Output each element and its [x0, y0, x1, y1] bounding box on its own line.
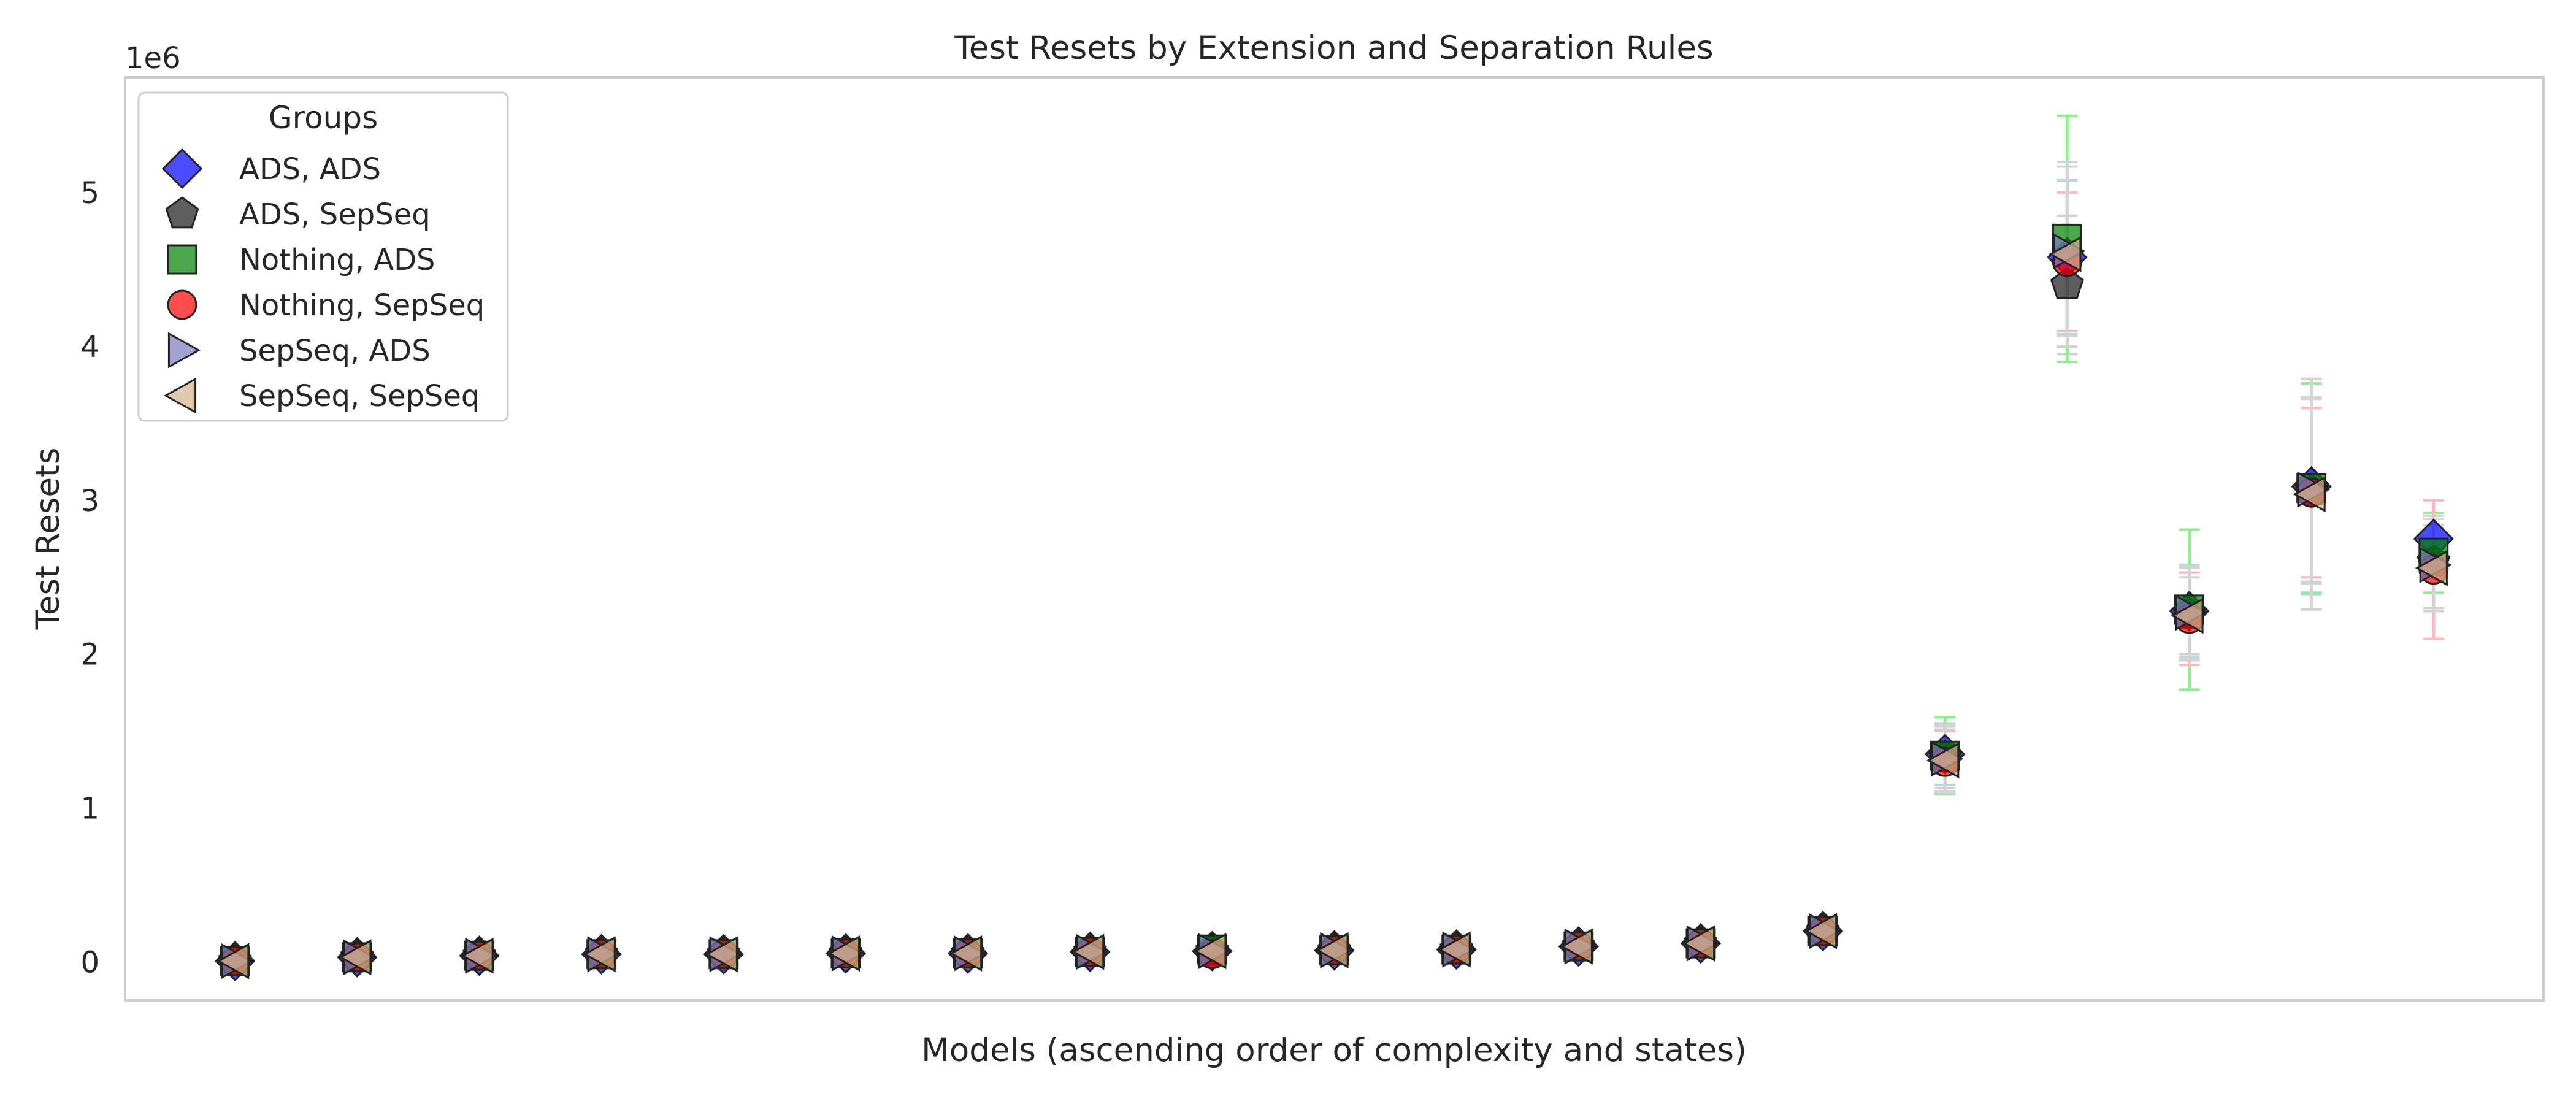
- y-axis-offset-label: 1e6: [125, 41, 181, 75]
- chart-title: Test Resets by Extension and Separation …: [954, 29, 1713, 67]
- legend-entry: Nothing, ADS: [167, 243, 435, 277]
- data-point-sepseq-sepseq: [339, 939, 372, 976]
- legend-marker: [165, 196, 199, 229]
- legend-marker: [161, 148, 203, 190]
- data-point-sepseq-sepseq: [1682, 925, 1715, 962]
- legend-label: Nothing, SepSeq: [239, 288, 485, 323]
- y-tick-label: 3: [80, 484, 99, 518]
- y-tick-label: 4: [80, 330, 99, 364]
- data-point-sepseq-sepseq: [827, 935, 861, 972]
- y-tick-label: 1: [80, 791, 99, 826]
- y-tick-label: 2: [80, 638, 99, 672]
- data-point-sepseq-sepseq: [2293, 476, 2326, 513]
- data-point-sepseq-sepseq: [949, 935, 983, 972]
- legend-label: Nothing, ADS: [239, 243, 435, 277]
- x-axis-label: Models (ascending order of complexity an…: [921, 1032, 1747, 1069]
- data-point-sepseq-sepseq: [1071, 933, 1105, 970]
- data-point-sepseq-sepseq: [1438, 931, 1471, 968]
- legend-marker: [163, 377, 197, 414]
- legend-marker: [167, 244, 197, 275]
- legend-title: Groups: [269, 100, 378, 136]
- data-point-sepseq-sepseq: [2171, 597, 2204, 634]
- y-axis-label: Test Resets: [29, 448, 67, 631]
- legend-label: SepSeq, SepSeq: [239, 379, 480, 413]
- data-point-sepseq-sepseq: [1804, 913, 1838, 949]
- data-point-sepseq-sepseq: [2415, 550, 2448, 586]
- legend-items: ADS, ADS ADS, SepSeq Nothing, ADS Nothing, …: [161, 148, 485, 414]
- data-point-ads-sepseq: [2050, 267, 2084, 299]
- y-tick-label: 0: [80, 945, 99, 979]
- legend-label: ADS, SepSeq: [239, 197, 431, 232]
- data-markers: [215, 223, 2454, 982]
- legend-entry: ADS, ADS: [161, 148, 381, 190]
- legend-frame: [137, 91, 509, 422]
- legend-label: SepSeq, ADS: [239, 334, 431, 368]
- legend-marker: [167, 332, 201, 369]
- data-point-sepseq-sepseq: [583, 936, 616, 973]
- legend-entry: ADS, SepSeq: [165, 196, 431, 232]
- legend-entry: SepSeq, ADS: [167, 332, 431, 369]
- legend-entry: SepSeq, SepSeq: [163, 377, 480, 414]
- data-point-sepseq-sepseq: [461, 937, 494, 974]
- data-point-sepseq-sepseq: [1194, 933, 1227, 970]
- legend-entry: Nothing, SepSeq: [167, 288, 485, 323]
- legend-label: ADS, ADS: [239, 152, 381, 186]
- data-point-sepseq-sepseq: [2049, 236, 2082, 273]
- legend: Groups ADS, ADS ADS, SepSeq Nothing, ADS No…: [137, 91, 509, 422]
- data-point-sepseq-sepseq: [1316, 932, 1349, 969]
- data-point-sepseq-sepseq: [1926, 742, 1960, 779]
- y-axis-ticks: 0 1 2 3 4 5: [80, 176, 99, 979]
- legend-marker: [167, 289, 197, 320]
- plot-area-frame: [124, 76, 2545, 1002]
- data-point-sepseq-sepseq: [705, 936, 738, 973]
- data-point-sepseq-sepseq: [1560, 928, 1593, 965]
- y-tick-label: 5: [80, 176, 99, 210]
- data-point-sepseq-sepseq: [217, 943, 250, 979]
